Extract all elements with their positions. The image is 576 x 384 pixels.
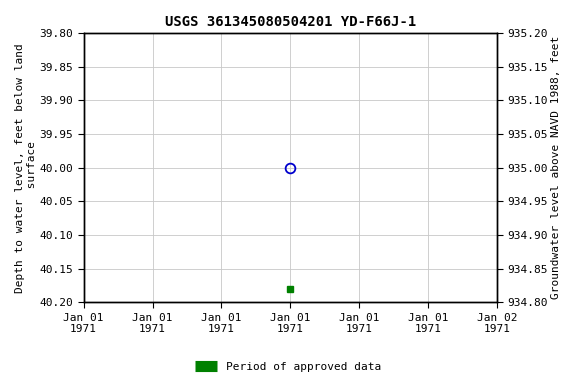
Y-axis label: Groundwater level above NAVD 1988, feet: Groundwater level above NAVD 1988, feet bbox=[551, 36, 561, 299]
Title: USGS 361345080504201 YD-F66J-1: USGS 361345080504201 YD-F66J-1 bbox=[165, 15, 416, 29]
Y-axis label: Depth to water level, feet below land
 surface: Depth to water level, feet below land su… bbox=[15, 43, 37, 293]
Legend: Period of approved data: Period of approved data bbox=[191, 358, 385, 377]
